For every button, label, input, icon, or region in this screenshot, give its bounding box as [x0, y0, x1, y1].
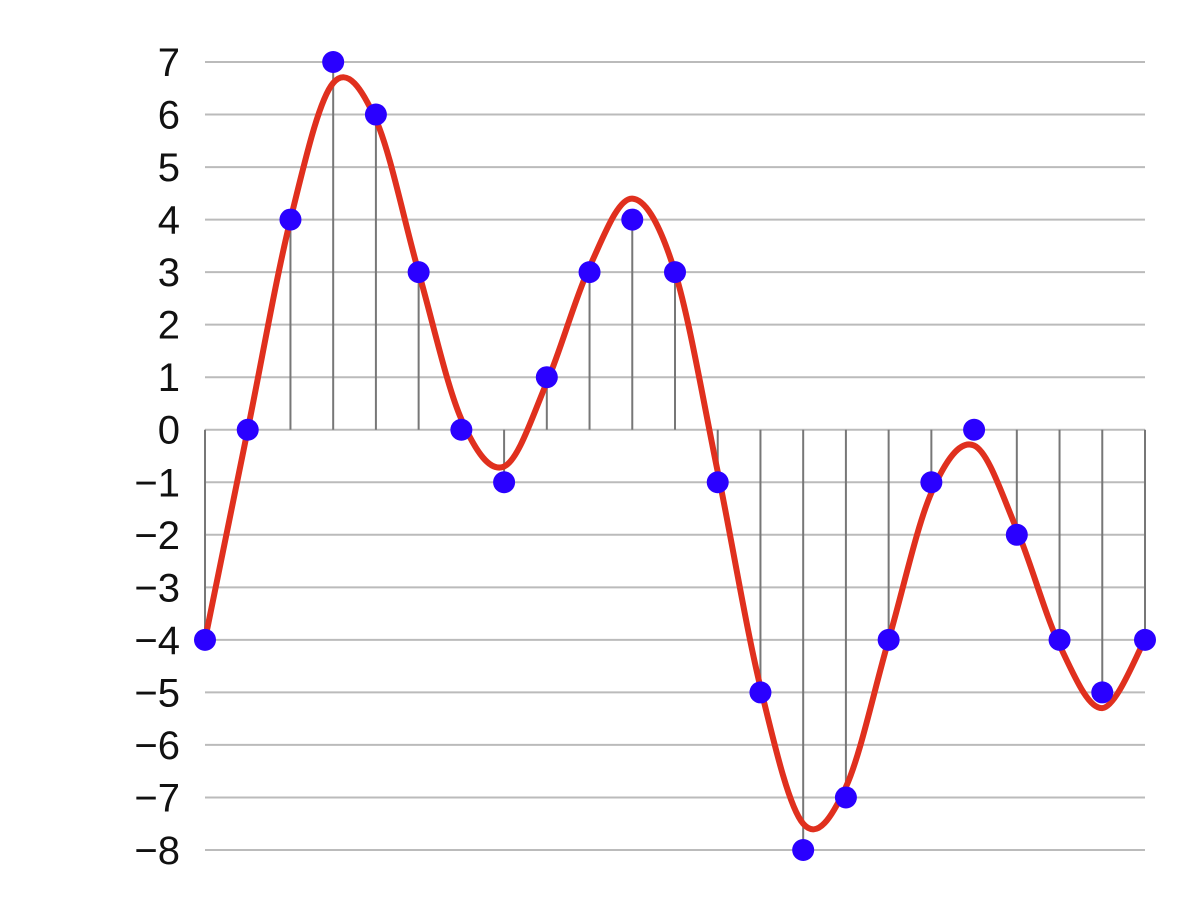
sample-point	[236, 418, 259, 441]
sample-point	[877, 628, 900, 651]
sample-point	[535, 366, 558, 389]
y-tick-label: −7	[134, 776, 180, 820]
y-axis-tick-labels: 7 6 5 4 3 2 1 0 −1 −2 −3 −4 −5 −6 −7 −8	[134, 41, 180, 873]
sample-points	[194, 51, 1156, 861]
sample-point	[749, 681, 772, 704]
sample-point	[1048, 628, 1071, 651]
sample-point	[578, 261, 601, 284]
sample-point	[1005, 523, 1028, 546]
sample-point	[194, 628, 216, 651]
sample-point	[664, 261, 686, 284]
y-tick-label: −2	[134, 514, 180, 558]
y-tick-label: 0	[158, 409, 180, 453]
sample-point	[493, 471, 516, 494]
y-tick-label: 2	[158, 304, 180, 348]
sample-point	[920, 471, 943, 494]
y-tick-label: −8	[134, 829, 180, 873]
sample-point	[1134, 628, 1156, 651]
y-tick-label: 3	[158, 251, 180, 295]
sample-point	[407, 261, 430, 284]
y-tick-label: −1	[134, 461, 180, 505]
sample-stems	[204, 62, 1146, 850]
y-tick-label: −5	[134, 671, 180, 715]
sample-point	[279, 208, 302, 231]
sample-point	[621, 208, 644, 231]
sample-point	[834, 786, 857, 809]
y-tick-label: 4	[158, 199, 180, 243]
y-tick-label: −3	[134, 566, 180, 610]
sample-point	[792, 839, 815, 861]
sample-point	[450, 418, 473, 441]
y-tick-label: 1	[158, 356, 180, 400]
y-tick-label: 7	[158, 41, 180, 85]
gridlines	[205, 61, 1145, 851]
sample-point	[364, 103, 387, 126]
y-tick-label: 6	[158, 94, 180, 138]
continuous-signal-line	[202, 74, 1148, 833]
sample-point	[1091, 681, 1114, 704]
y-tick-label: −6	[134, 724, 180, 768]
sample-point	[706, 471, 729, 494]
sample-point	[322, 51, 345, 73]
y-tick-label: −4	[134, 619, 180, 663]
sample-point	[963, 418, 986, 441]
y-tick-label: 5	[158, 146, 180, 190]
